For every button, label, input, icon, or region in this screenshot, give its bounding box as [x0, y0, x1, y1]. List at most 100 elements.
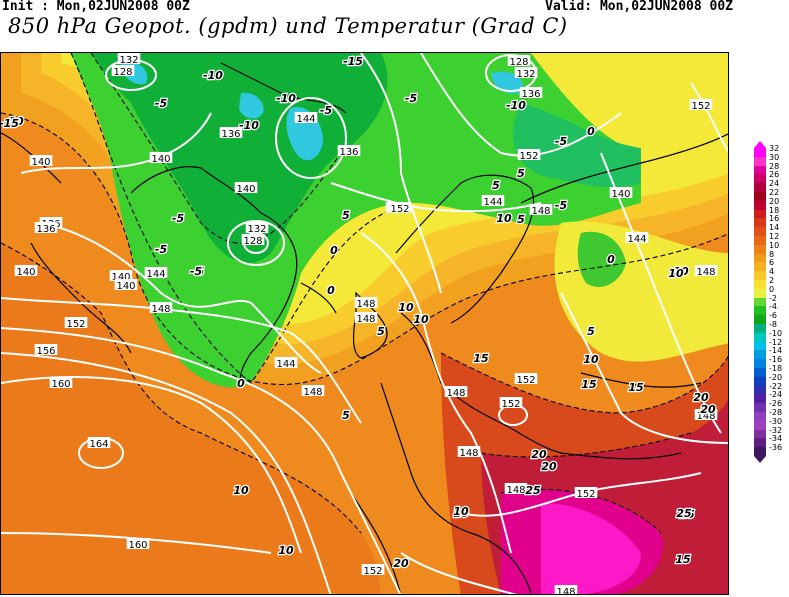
- temperature-label: 5: [377, 325, 385, 338]
- chart-title: 850 hPa Geopot. (gpdm) und Temperatur (G…: [8, 14, 568, 38]
- temperature-label: -15: [343, 55, 363, 68]
- temperature-label: 15: [473, 352, 489, 365]
- legend-label: -16: [769, 355, 783, 365]
- legend-label: -20: [769, 372, 783, 382]
- legend-label: -32: [769, 425, 783, 435]
- temperature-label: -5: [320, 104, 333, 117]
- geopotential-label-bg: [354, 297, 378, 308]
- geopotential-label-bg: [507, 55, 531, 66]
- geopotential-label-bg: [14, 265, 38, 276]
- temperature-label: 15: [628, 381, 644, 394]
- legend-label: -4: [769, 302, 777, 312]
- temperature-label: 5: [517, 167, 525, 180]
- geopotential-label-bg: [274, 357, 298, 368]
- temperature-label: 20: [393, 557, 409, 570]
- geopotential-label: 144: [483, 197, 502, 208]
- geopotential-label: 148: [556, 587, 575, 595]
- geopotential-label: 144: [146, 269, 165, 280]
- geopotential-label-bg: [529, 204, 553, 215]
- geopotential-label: 152: [516, 375, 535, 386]
- geopotential-label-bg: [29, 155, 53, 166]
- temperature-label: 25: [676, 507, 692, 520]
- legend-label: 26: [769, 170, 780, 180]
- geopotential-label: 152: [363, 566, 382, 577]
- temperature-label: -10: [276, 92, 296, 105]
- temperature-label: 10: [673, 265, 689, 278]
- temp-field-30: [541, 503, 641, 594]
- geopotential-label: 140: [16, 267, 35, 278]
- map-labels: 1321281281321361521361441361401401401401…: [1, 53, 718, 595]
- geopotential-label: 128: [243, 236, 262, 247]
- temperature-label: -5: [155, 243, 168, 256]
- legend-label: 24: [769, 179, 780, 189]
- legend-swatch: [754, 236, 766, 246]
- temp-field-minus5: [91, 53, 388, 263]
- temperature-label: 10: [8, 115, 24, 128]
- legend-label: -28: [769, 408, 783, 417]
- geopotential-label-bg: [574, 487, 598, 498]
- legend-swatch: [754, 297, 766, 307]
- geopotential-label: 152: [390, 204, 409, 215]
- legend-label: -10: [769, 328, 783, 338]
- temp-field-green-east: [577, 231, 626, 287]
- geopotential-label: 152: [66, 319, 85, 330]
- geopotential-label-bg: [301, 385, 325, 396]
- temperature-label: 15: [581, 378, 597, 391]
- legend-swatch: [754, 288, 766, 299]
- geopotential-label: 148: [696, 267, 715, 278]
- geopotential-label-bg: [514, 67, 538, 78]
- legend-label: -12: [769, 337, 783, 347]
- geopotential-label-bg: [554, 585, 578, 594]
- temperature-label: 0: [587, 125, 595, 138]
- geopotential-label: 128: [113, 67, 132, 78]
- legend-label: 32: [769, 144, 780, 153]
- legend-swatch: [754, 183, 766, 193]
- geopotential-label: 152: [501, 399, 520, 410]
- temperature-label: 0: [330, 244, 338, 257]
- legend-label: 12: [769, 232, 780, 241]
- valid-time: Valid: Mon,02JUN2008 00Z: [545, 0, 733, 14]
- geopotential-label: 148: [531, 206, 550, 217]
- legend-swatch: [754, 306, 766, 316]
- temperature-label: -5: [192, 265, 205, 278]
- temperature-label: 10: [233, 484, 249, 497]
- geopotential-label: 148: [459, 448, 478, 459]
- temperature-label: 10: [453, 507, 469, 520]
- legend-swatch: [754, 200, 766, 211]
- geopotential-label-bg: [114, 279, 138, 290]
- legend-swatch: [754, 394, 766, 404]
- legend-label: 0: [769, 284, 775, 294]
- legend-label: -26: [769, 399, 783, 409]
- legend-swatch: [754, 429, 766, 439]
- geopotential-label-bg: [87, 437, 111, 448]
- temperature-label: 10: [668, 267, 684, 280]
- geopotential-label-bg: [109, 270, 133, 281]
- temp-field-12: [1, 243, 381, 594]
- geopotential-label: 152: [691, 101, 710, 112]
- geopotential-label-bg: [481, 195, 505, 206]
- legend-swatch: [754, 420, 766, 431]
- geopotential-label: 140: [236, 184, 255, 195]
- legend-bottom-arrow: [754, 456, 766, 463]
- geopotential-label-bg: [149, 302, 173, 313]
- geopotential-label: 136: [339, 147, 358, 158]
- legend-label: 6: [769, 258, 775, 268]
- temperature-label: 20: [531, 448, 547, 461]
- legend-label: -34: [769, 434, 783, 444]
- legend-label: 20: [769, 196, 780, 206]
- geopotential-label: 140: [31, 157, 50, 168]
- geopotential-label-bg: [294, 112, 318, 123]
- geopotential-label: 132: [516, 69, 535, 80]
- geopotential-label-bg: [354, 312, 378, 323]
- legend-swatch: [754, 165, 766, 175]
- temperature-label: -5: [190, 265, 203, 278]
- legend-swatch: [754, 438, 766, 448]
- geopotential-label-bg: [64, 317, 88, 328]
- temperature-label: -5: [555, 135, 568, 148]
- geopotential-label: 144: [276, 359, 295, 370]
- temperature-label: -5: [555, 199, 568, 212]
- legend-swatch: [754, 227, 766, 237]
- legend-label: -18: [769, 364, 783, 373]
- geopotential-label-bg: [689, 99, 713, 110]
- legend-label: 4: [769, 267, 775, 277]
